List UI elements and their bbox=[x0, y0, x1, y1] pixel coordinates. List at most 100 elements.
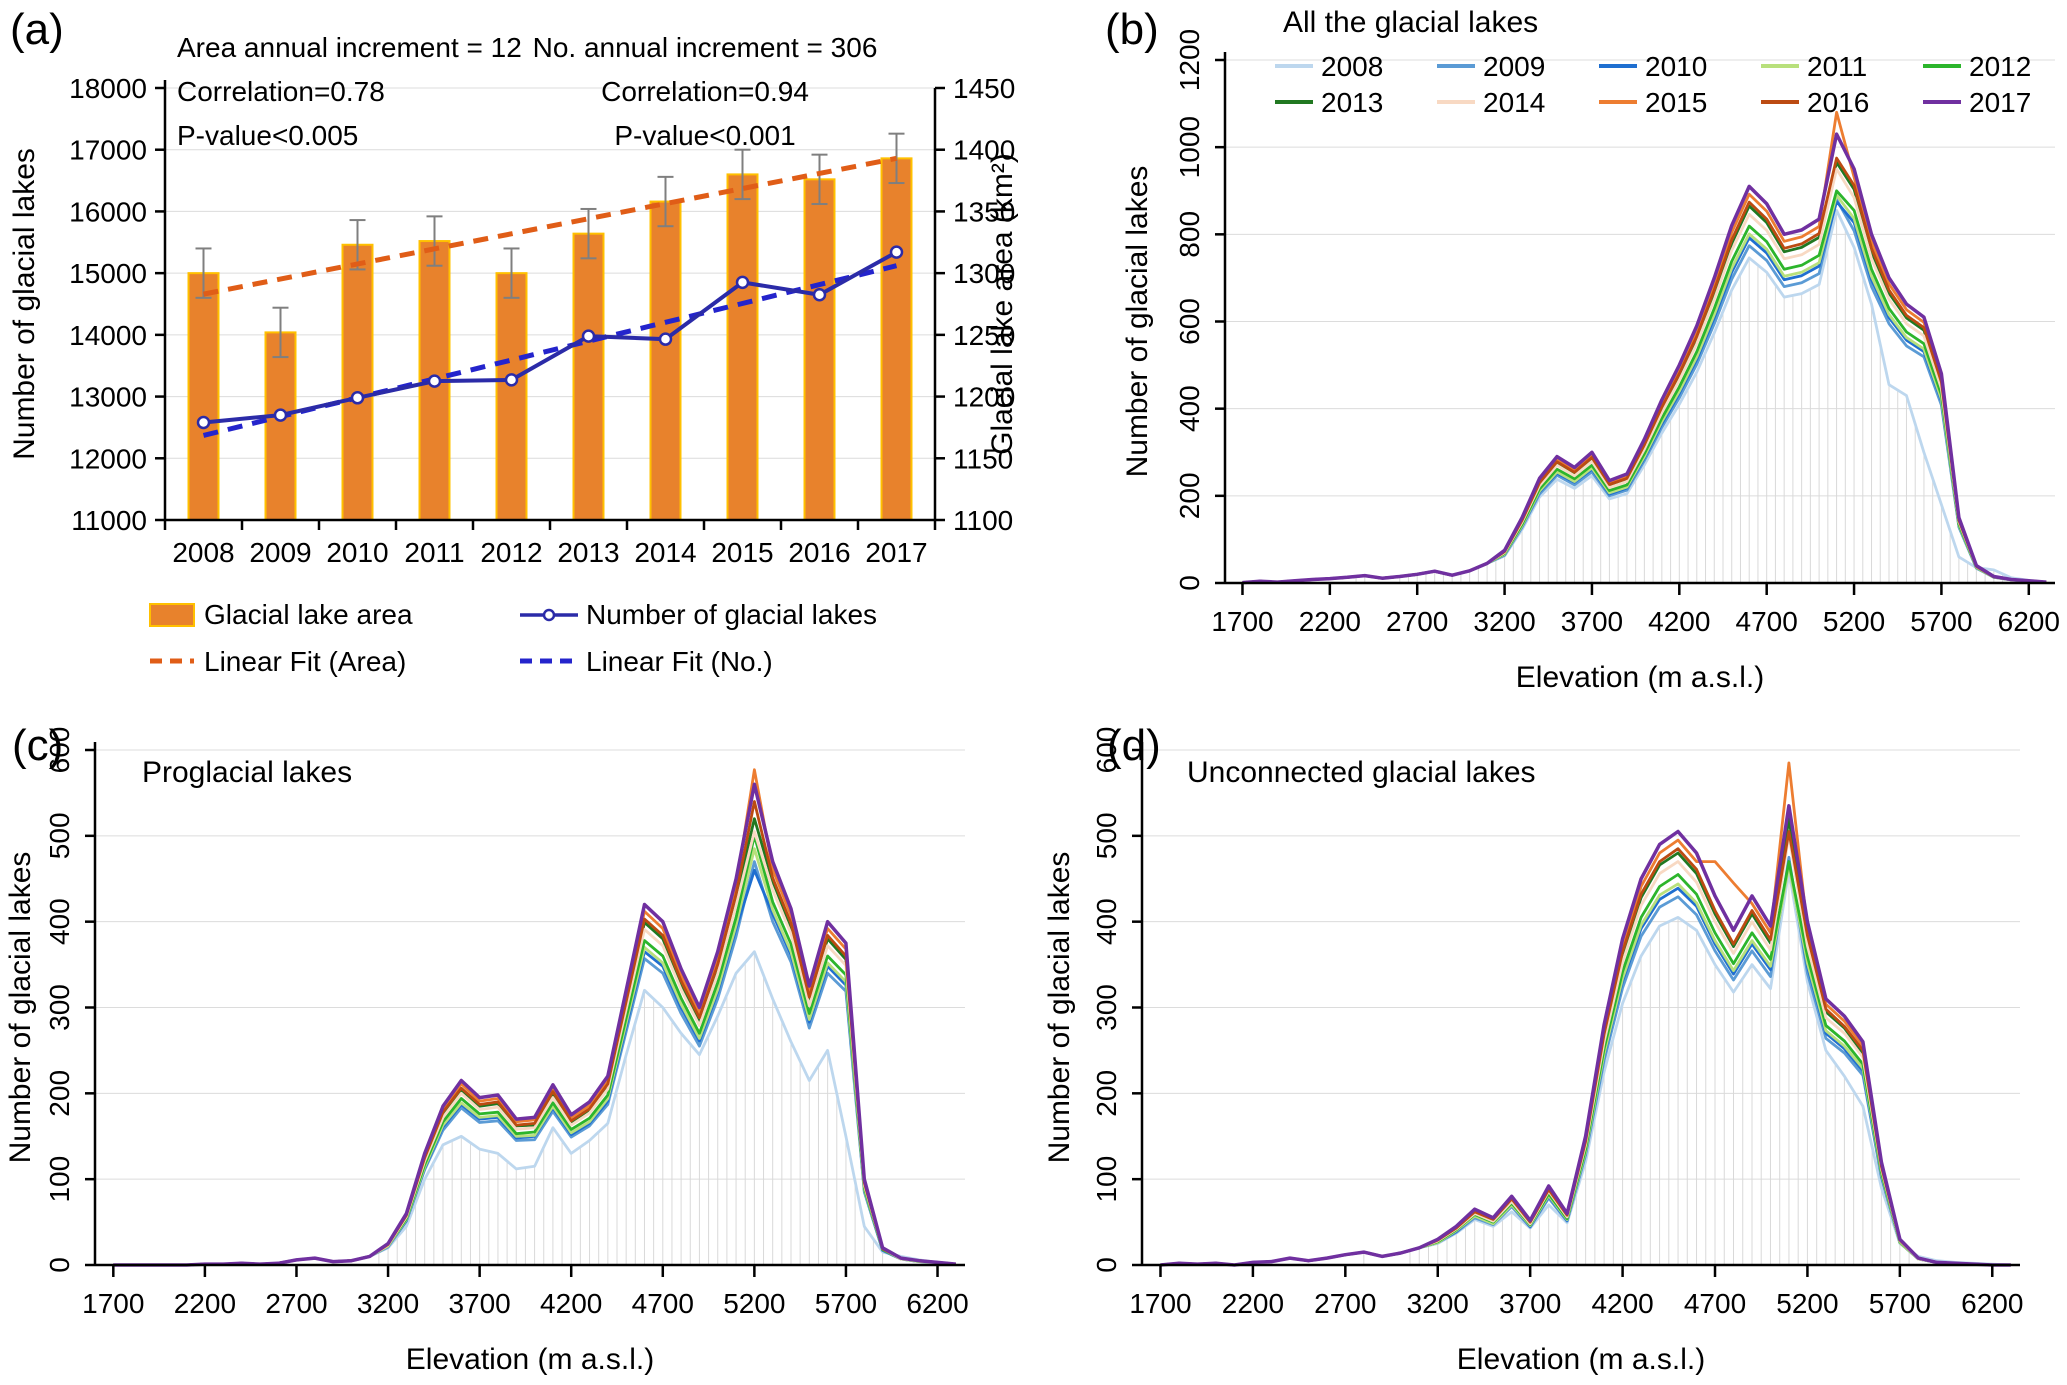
y-left-tick-label: 11000 bbox=[71, 505, 147, 536]
y-tick-label: 800 bbox=[1174, 211, 1205, 258]
x-tick-label: 6200 bbox=[1961, 1288, 2023, 1319]
y-tick-label: 1200 bbox=[1174, 29, 1205, 91]
bar-2014 bbox=[649, 200, 682, 521]
y-left-tick-label: 15000 bbox=[69, 258, 147, 289]
x-tick-label: 2011 bbox=[404, 537, 464, 568]
x-tick-label: 6200 bbox=[906, 1288, 968, 1319]
y-tick-label: 100 bbox=[1091, 1156, 1122, 1203]
y-axis-title: Number of glacial lakes bbox=[1121, 166, 1154, 478]
x-tick-label: 5700 bbox=[1910, 606, 1972, 637]
error-bars bbox=[195, 132, 905, 359]
y-right-tick-label: 1300 bbox=[953, 258, 1015, 289]
x-tick-label: 2016 bbox=[788, 537, 850, 568]
x-tick-label: 4700 bbox=[632, 1288, 694, 1319]
legend-label-2016: 2016 bbox=[1807, 87, 1869, 118]
bar-2012 bbox=[495, 272, 528, 521]
axes bbox=[1132, 742, 2020, 1277]
linear-fit-area bbox=[203, 155, 897, 297]
x-tick-label: 3700 bbox=[1561, 606, 1623, 637]
droplines bbox=[1363, 870, 1910, 1264]
y-tick-label: 200 bbox=[44, 1070, 75, 1117]
x-tick-label: 2200 bbox=[174, 1288, 236, 1319]
x-tick-label: 1700 bbox=[82, 1288, 144, 1319]
x-tick-label: 5700 bbox=[1869, 1288, 1931, 1319]
legend-label-number: Number of glacial lakes bbox=[586, 599, 877, 630]
bar-2017 bbox=[880, 157, 913, 521]
y-left-tick-label: 18000 bbox=[69, 73, 147, 104]
legend-label-2014: 2014 bbox=[1483, 87, 1545, 118]
y-tick-label: 100 bbox=[44, 1156, 75, 1203]
bar-2015 bbox=[726, 173, 759, 521]
panel-letter-b: (b) bbox=[1105, 5, 1159, 54]
panel-c-chart: 0 100 200 300 400 500 600 1700 2200 2700 3200 3700 4… bbox=[4, 727, 969, 1376]
linear-fit-number bbox=[202, 263, 898, 438]
x-tick-label: 2008 bbox=[172, 537, 234, 568]
x-tick-label: 5200 bbox=[1776, 1288, 1838, 1319]
y-tick-label: 500 bbox=[1091, 812, 1122, 859]
legend-swatch-area bbox=[149, 603, 195, 627]
x-tick-label: 4200 bbox=[540, 1288, 602, 1319]
droplines bbox=[378, 951, 884, 1264]
panel-b-title: All the glacial lakes bbox=[1283, 6, 1539, 39]
y-tick-label: 400 bbox=[1174, 385, 1205, 432]
panel-d: 0 100 200 300 400 500 600 1700 2200 2700 3200 3700 4… bbox=[1035, 700, 2067, 1385]
x-tick-label: 2700 bbox=[1386, 606, 1448, 637]
x-tick-label: 3200 bbox=[357, 1288, 419, 1319]
y-tick-label: 600 bbox=[1091, 727, 1122, 774]
x-tick-label: 2017 bbox=[865, 537, 927, 568]
annotation-line: P-value<0.001 bbox=[614, 120, 796, 151]
y-right-tick-label: 1200 bbox=[953, 382, 1015, 413]
bar-2008 bbox=[187, 272, 220, 521]
y-tick-label: 400 bbox=[44, 898, 75, 945]
bar-2013 bbox=[572, 232, 605, 521]
bar-2010 bbox=[341, 243, 374, 522]
x-tick-label: 3200 bbox=[1407, 1288, 1469, 1319]
panel-letter-a: (a) bbox=[10, 5, 64, 54]
y-axis-title: Number of glacial lakes bbox=[1043, 852, 1076, 1164]
y-right-tick-label: 1100 bbox=[953, 505, 1013, 536]
y-right-tick-label: 1450 bbox=[953, 73, 1015, 104]
y-axis-title: Number of glacial lakes bbox=[4, 852, 37, 1164]
x-tick-label: 3700 bbox=[448, 1288, 510, 1319]
x-axis-title: Elevation (m a.s.l.) bbox=[406, 1343, 654, 1376]
series-2017 bbox=[1160, 804, 2011, 1267]
y-tick-label: 200 bbox=[1091, 1070, 1122, 1117]
legend-label-2013: 2013 bbox=[1321, 87, 1383, 118]
legend-label-area: Glacial lake area bbox=[204, 599, 413, 630]
panel-letter-d: (d) bbox=[1107, 721, 1161, 770]
panel-a: 11000 12000 13000 14000 15000 16000 17000 18000… bbox=[0, 0, 1035, 700]
x-tick-label: 2015 bbox=[711, 537, 773, 568]
panel-c: 0 100 200 300 400 500 600 1700 2200 2700 3200 3700 4… bbox=[0, 700, 1035, 1385]
x-axis-title: Elevation (m a.s.l.) bbox=[1457, 1343, 1705, 1376]
bar-2016 bbox=[803, 178, 836, 522]
annotation-line: P-value<0.005 bbox=[177, 120, 359, 151]
x-tick-label: 5200 bbox=[1823, 606, 1885, 637]
x-tick-label: 5200 bbox=[723, 1288, 785, 1319]
panel-letter-c: (c) bbox=[12, 721, 64, 770]
droplines bbox=[1355, 210, 2004, 582]
gridlines bbox=[1142, 749, 2020, 1180]
gridlines bbox=[1225, 59, 2055, 497]
line-number-of-glacial-lakes bbox=[203, 250, 898, 425]
panel-d-chart: 0 100 200 300 400 500 600 1700 2200 2700 3200 3700 4… bbox=[1043, 727, 2023, 1376]
y-right-tick-label: 1350 bbox=[953, 196, 1015, 227]
x-tick-label: 4700 bbox=[1684, 1288, 1746, 1319]
axes bbox=[1215, 52, 2055, 595]
legend-label-2017: 2017 bbox=[1969, 87, 2031, 118]
y-tick-label: 600 bbox=[44, 727, 75, 774]
x-tick-label: 4200 bbox=[1591, 1288, 1653, 1319]
y-tick-label: 0 bbox=[44, 1257, 75, 1273]
legend-label-2008: 2008 bbox=[1321, 51, 1383, 82]
annotation-line: Area annual increment = 12 bbox=[177, 32, 522, 63]
x-tick-label: 2700 bbox=[1314, 1288, 1376, 1319]
x-tick-label: 1700 bbox=[1211, 606, 1273, 637]
legend: 2008 2009 2010 2011 2012 2013 2014 2015 2016 2017 bbox=[1275, 51, 2031, 118]
x-tick-label: 6200 bbox=[1998, 606, 2060, 637]
axes bbox=[85, 742, 965, 1277]
annotation-line: Correlation=0.78 bbox=[177, 76, 385, 107]
y-axis-title-right: Glacial lake area (km²) bbox=[986, 153, 1019, 455]
y-tick-label: 300 bbox=[1091, 984, 1122, 1031]
legend-label-2009: 2009 bbox=[1483, 51, 1545, 82]
legend: Glacial lake area Number of glacial lakes… bbox=[149, 599, 877, 677]
legend-label-fit-number: Linear Fit (No.) bbox=[586, 646, 773, 677]
